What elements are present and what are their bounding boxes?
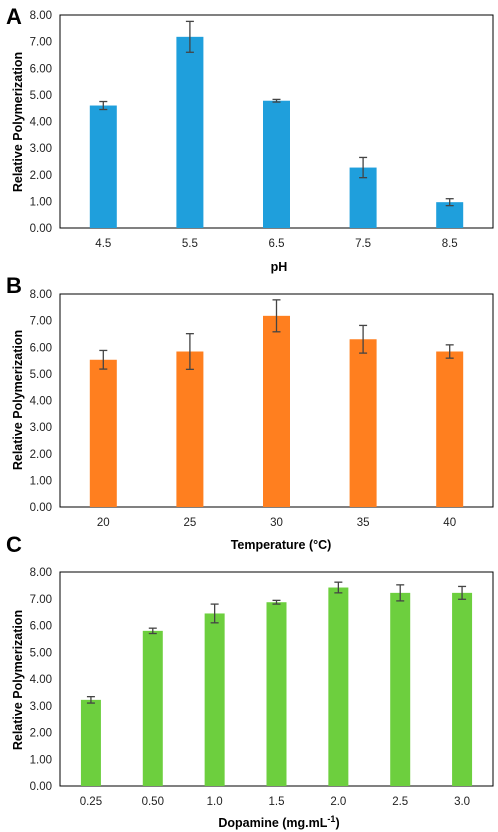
bar-c [328,587,349,786]
y-axis-title-c: Relative Polymerization [11,610,25,750]
y-tick-label-a: 8.00 [30,10,52,22]
y-tick-label-b: 2.00 [30,449,52,461]
error-bar-c [148,627,157,635]
y-tick-label-c: 0.00 [30,781,52,793]
y-tick-label-b: 7.00 [30,316,52,328]
y-tick-label-c: 5.00 [30,647,52,659]
y-tick-label-c: 2.00 [30,728,52,740]
y-tick-label-c: 3.00 [30,701,52,713]
panel-label-a: A [6,4,22,29]
error-bar-b [185,333,194,370]
x-tick-label-a: 4.5 [95,238,111,250]
y-tick-label-a: 6.00 [30,63,52,75]
error-bar-c [86,696,95,704]
x-tick-label-b: 25 [184,517,197,529]
x-tick-label-c: 2.5 [392,796,408,808]
error-bar-a [99,100,108,111]
error-bar-a [445,198,454,207]
y-tick-label-a: 2.00 [30,170,52,182]
x-tick-label-a: 8.5 [442,238,458,250]
bar-b [436,351,464,507]
bar-c [80,699,101,786]
y-axis-title-a: Relative Polymerization [11,52,25,192]
x-tick-label-c: 1.0 [207,796,223,808]
y-tick-label-a: 7.00 [30,37,52,49]
x-tick-label-c: 1.5 [269,796,285,808]
y-tick-label-c: 6.00 [30,621,52,633]
y-tick-label-b: 8.00 [30,289,52,301]
x-tick-label-b: 40 [443,517,456,529]
bar-b [263,315,290,507]
y-tick-label-b: 6.00 [30,342,52,354]
y-tick-label-c: 1.00 [30,754,52,766]
error-bar-c [396,584,405,602]
panel-label-c: C [6,532,22,557]
y-tick-label-a: 4.00 [30,117,52,129]
y-tick-label-b: 3.00 [30,422,52,434]
error-bar-a [359,156,368,179]
bar-c [390,592,411,786]
x-tick-label-c: 0.25 [80,796,102,808]
x-tick-label-b: 35 [357,517,370,529]
error-bar-b [99,349,108,370]
bar-a [263,100,290,228]
x-tick-label-c: 3.0 [454,796,470,808]
error-bar-b [272,299,281,333]
bar-a [436,202,464,228]
y-tick-label-c: 7.00 [30,594,52,606]
panel-c: C Relative Polymerization Dopamine (mg.m… [6,532,494,830]
y-tick-label-a: 1.00 [30,196,52,208]
panel-label-b: B [6,273,22,298]
error-bar-c [334,581,343,594]
error-bar-b [359,324,368,354]
bar-c [266,602,287,786]
y-tick-label-c: 4.00 [30,674,52,686]
bar-a [176,36,204,228]
x-tick-label-c: 0.50 [142,796,164,808]
error-bar-c [272,599,281,605]
x-tick-label-a: 6.5 [269,238,285,250]
x-tick-label-a: 5.5 [182,238,198,250]
error-bar-b [445,344,454,359]
bar-b [89,359,117,507]
x-tick-label-c: 2.0 [330,796,346,808]
y-tick-label-c: 8.00 [30,567,52,579]
error-bar-c [458,585,467,600]
bar-b [176,351,204,507]
bar-a [89,105,117,228]
bar-c [142,630,163,786]
bar-b [349,339,377,507]
x-axis-title-a: pH [271,260,288,274]
x-tick-label-a: 7.5 [355,238,371,250]
x-axis-title-c: Dopamine (mg.mL-1) [218,814,339,830]
y-tick-label-b: 0.00 [30,502,52,514]
panel-a: A Relative Polymerization pH 0.00 1.00 2.0… [6,4,494,274]
bar-c [204,613,225,786]
y-tick-label-b: 1.00 [30,475,52,487]
error-bar-a [185,20,194,53]
x-tick-label-b: 20 [97,517,110,529]
panel-b: B Relative Polymerization Temperature (°… [6,273,494,552]
x-axis-title-b: Temperature (°C) [231,538,332,552]
y-tick-label-b: 4.00 [30,396,52,408]
error-bar-a [272,98,281,103]
bar-c [452,592,473,786]
y-axis-title-b: Relative Polymerization [11,330,25,470]
error-bar-c [210,603,219,624]
y-tick-label-a: 5.00 [30,90,52,102]
x-tick-label-b: 30 [270,517,283,529]
y-tick-label-a: 3.00 [30,143,52,155]
y-tick-label-a: 0.00 [30,223,52,235]
y-tick-label-b: 5.00 [30,369,52,381]
